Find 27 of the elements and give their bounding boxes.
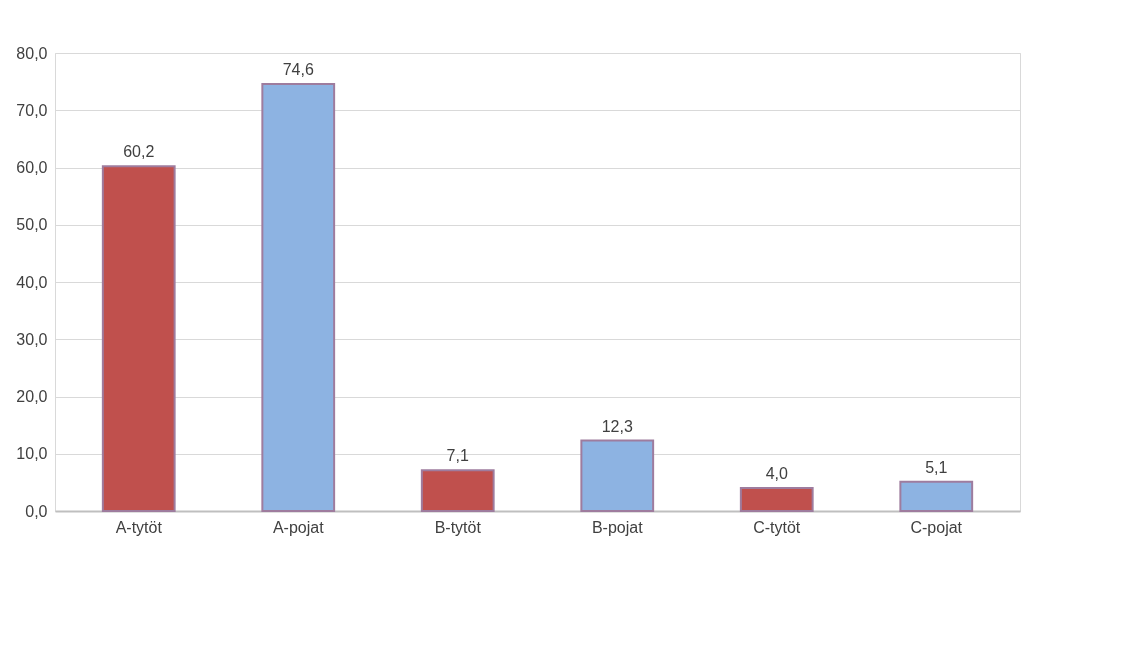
data-label: 4,0 xyxy=(765,465,788,483)
x-tick-label: C-tytöt xyxy=(753,518,801,536)
data-label: 74,6 xyxy=(282,60,314,78)
data-label: 60,2 xyxy=(123,143,155,161)
y-tick-label: 20,0 xyxy=(16,388,48,405)
data-label: 5,1 xyxy=(925,458,948,476)
x-tick-label: B-tytöt xyxy=(434,518,482,536)
bar xyxy=(899,480,974,512)
data-label: 7,1 xyxy=(446,447,469,465)
bar xyxy=(739,487,814,512)
bar xyxy=(261,82,336,512)
x-tick-label: C-pojat xyxy=(910,518,963,536)
y-tick-label: 10,0 xyxy=(16,445,48,463)
bar xyxy=(420,469,495,512)
x-tick-label: A-tytöt xyxy=(115,518,163,536)
bar xyxy=(580,439,655,512)
y-tick-label: 80,0 xyxy=(16,44,48,62)
x-tick-label: A-pojat xyxy=(272,518,325,536)
y-tick-label: 50,0 xyxy=(16,216,48,234)
y-tick-label: 0,0 xyxy=(25,502,48,520)
data-label: 12,3 xyxy=(601,417,633,435)
y-tick-label: 40,0 xyxy=(16,273,48,291)
y-tick-label: 70,0 xyxy=(16,101,48,119)
y-tick-label: 60,0 xyxy=(16,159,48,176)
y-tick-label: 30,0 xyxy=(16,330,48,348)
x-tick-label: B-pojat xyxy=(591,518,644,536)
bar xyxy=(101,165,176,512)
